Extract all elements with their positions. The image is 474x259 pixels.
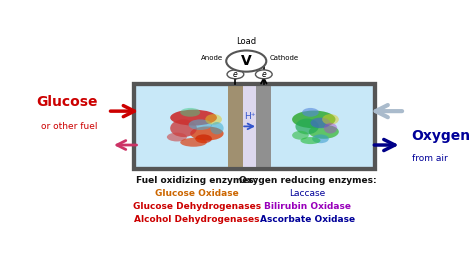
Text: from air: from air [411,154,447,163]
Ellipse shape [180,138,207,147]
Ellipse shape [190,126,224,141]
Bar [135,84,375,169]
Ellipse shape [295,119,319,134]
Text: or other fuel: or other fuel [41,122,98,131]
Ellipse shape [167,133,187,141]
Text: Glucose Dehydrogenases: Glucose Dehydrogenases [133,202,261,211]
Text: Glucose: Glucose [36,95,98,109]
Ellipse shape [312,134,329,143]
Ellipse shape [205,114,222,125]
Bar [256,84,271,169]
Ellipse shape [189,119,212,130]
Text: Oxygen: Oxygen [411,129,471,143]
Text: Anode: Anode [201,55,223,61]
Ellipse shape [302,108,319,117]
Text: V: V [241,54,252,68]
Circle shape [255,70,272,79]
Text: Cathode: Cathode [270,55,299,61]
Text: Load: Load [236,37,256,46]
Ellipse shape [170,110,217,126]
Text: Laccase: Laccase [290,189,326,198]
Text: Bilirubin Oxidase: Bilirubin Oxidase [264,202,351,211]
Circle shape [226,51,266,72]
Ellipse shape [195,134,212,143]
Bar [243,84,256,169]
Ellipse shape [322,114,339,125]
Text: H⁺: H⁺ [244,112,255,121]
Ellipse shape [180,108,200,117]
Ellipse shape [292,111,336,128]
Text: Glucose Oxidase: Glucose Oxidase [155,189,239,198]
Text: Oxygen reducing enzymes:: Oxygen reducing enzymes: [239,176,376,185]
Text: Alcohol Dehydrogenases: Alcohol Dehydrogenases [134,215,260,224]
Ellipse shape [210,122,224,134]
Ellipse shape [301,137,320,144]
Text: Ascorbate Oxidase: Ascorbate Oxidase [260,215,355,224]
Ellipse shape [309,125,339,139]
Ellipse shape [324,123,337,133]
Text: Fuel oxidizing enzymes:: Fuel oxidizing enzymes: [136,176,257,185]
Ellipse shape [310,118,330,128]
Ellipse shape [170,119,197,137]
Text: e: e [262,70,266,79]
Circle shape [227,70,244,79]
Bar [135,84,375,169]
Bar [228,84,243,169]
Ellipse shape [292,131,309,140]
Text: e: e [233,70,238,79]
